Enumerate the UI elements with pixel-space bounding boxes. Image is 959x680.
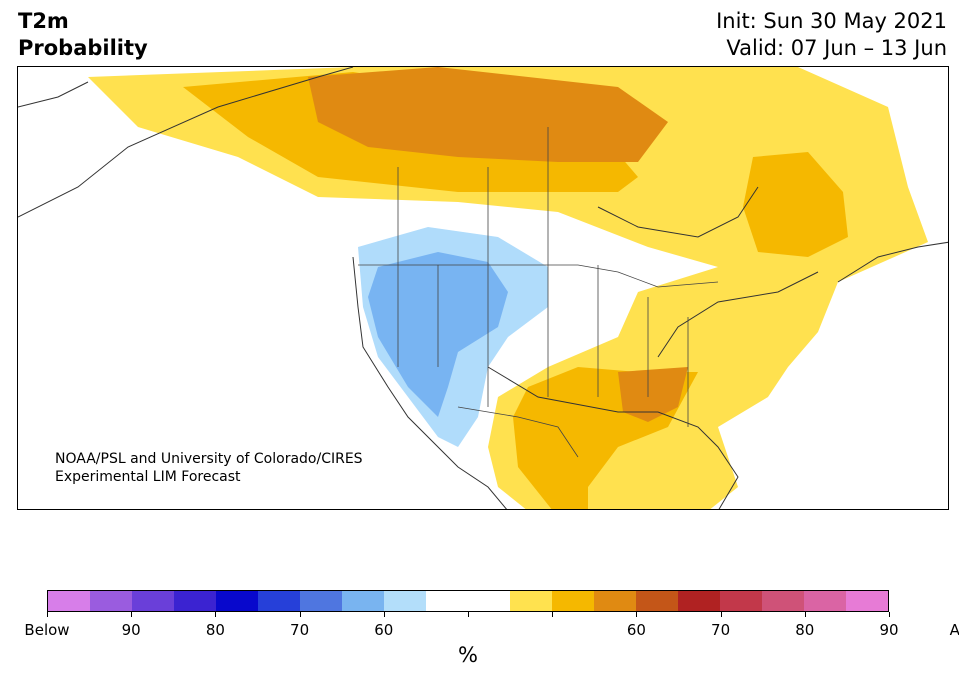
colorbar-tick-label: 60 <box>374 621 394 639</box>
colorbar-segment <box>720 591 762 611</box>
colorbar-segment <box>48 591 90 611</box>
colorbar-tick-label: 80 <box>205 621 225 639</box>
colorbar-tick-label: 60 <box>626 621 646 639</box>
colorbar-segment <box>384 591 426 611</box>
credit-line-2: Experimental LIM Forecast <box>55 469 241 485</box>
valid-range: Valid: 07 Jun – 13 Jun <box>726 36 947 60</box>
colorbar-segment <box>552 591 594 611</box>
map-svg <box>18 67 948 509</box>
colorbar-tick <box>552 612 554 617</box>
colorbar-tick <box>636 612 638 617</box>
colorbar-segment <box>300 591 342 611</box>
colorbar-segment <box>258 591 300 611</box>
title-line-1: T2m <box>18 9 69 33</box>
colorbar-segment <box>426 591 468 611</box>
colorbar-tick-label: 70 <box>711 621 731 639</box>
colorbar-units: % <box>458 643 478 667</box>
colorbar-tick-label: Below <box>24 621 70 639</box>
above-70-80-north <box>308 67 668 162</box>
above-60-70-east <box>743 152 848 257</box>
colorbar-tick <box>468 612 469 617</box>
colorbar-segment <box>90 591 132 611</box>
forecast-map <box>17 66 949 510</box>
colorbar-segment <box>132 591 174 611</box>
credit-text: NOAA/PSL and University of Colorado/CIRE… <box>55 450 363 486</box>
political-borders <box>358 127 719 458</box>
chart-title: T2m Probability <box>18 8 148 62</box>
colorbar-segment <box>342 591 384 611</box>
title-line-2: Probability <box>18 36 148 60</box>
colorbar-tick-label: 80 <box>795 621 815 639</box>
colorbar-segment <box>804 591 846 611</box>
colorbar-tick-label: 90 <box>121 621 141 639</box>
colorbar <box>47 590 889 612</box>
colorbar-segment <box>762 591 804 611</box>
colorbar-segment <box>174 591 216 611</box>
colorbar-tick <box>804 612 806 617</box>
credit-line-1: NOAA/PSL and University of Colorado/CIRE… <box>55 451 363 467</box>
colorbar-segment <box>216 591 258 611</box>
colorbar-segment <box>468 591 510 611</box>
colorbar-tick <box>215 612 217 617</box>
colorbar-segment <box>846 591 888 611</box>
init-date: Init: Sun 30 May 2021 <box>716 9 947 33</box>
colorbar-tick-label: 90 <box>879 621 899 639</box>
colorbar-tick <box>299 612 301 617</box>
colorbar-tick-label: Above <box>949 621 959 639</box>
above-50-60-region <box>88 67 928 509</box>
forecast-dates: Init: Sun 30 May 2021 Valid: 07 Jun – 13… <box>716 8 947 62</box>
colorbar-tick <box>131 612 133 617</box>
colorbar-segment <box>678 591 720 611</box>
coastlines <box>18 67 948 509</box>
colorbar-tick <box>720 612 722 617</box>
colorbar-tick <box>889 612 890 617</box>
colorbar-tick <box>383 612 385 617</box>
colorbar-segment <box>636 591 678 611</box>
colorbar-segment <box>510 591 552 611</box>
colorbar-segment <box>594 591 636 611</box>
colorbar-tick <box>47 612 48 617</box>
above-70-80-south <box>618 367 688 422</box>
colorbar-tick-label: 70 <box>290 621 310 639</box>
